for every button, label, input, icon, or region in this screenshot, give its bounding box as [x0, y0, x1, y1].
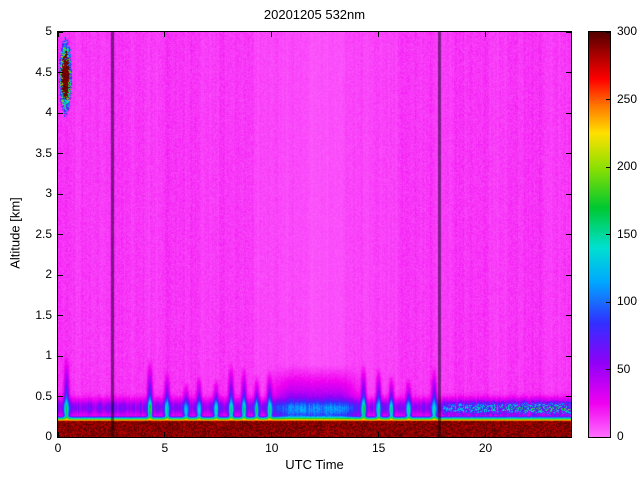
colorbar-tick-label: 50	[617, 361, 631, 376]
y-tick-mark	[566, 436, 571, 438]
colorbar-tick-label: 0	[617, 429, 624, 443]
colorbar-tick-mark	[606, 31, 610, 33]
colorbar-tick-mark	[606, 369, 610, 370]
y-tick-mark	[58, 396, 63, 397]
y-tick-mark	[566, 396, 571, 397]
x-tick-mark	[485, 32, 486, 37]
heatmap-canvas	[58, 32, 571, 437]
colorbar-tick-mark	[606, 301, 610, 303]
y-tick-mark	[58, 234, 63, 235]
y-tick-mark	[58, 153, 63, 154]
y-tick-mark	[566, 234, 571, 235]
y-tick-label: 0.5	[35, 388, 52, 403]
colorbar-tick-label: 250	[617, 91, 638, 106]
y-tick-mark	[58, 274, 63, 276]
x-tick-label: 15	[371, 441, 386, 455]
x-tick-mark	[378, 32, 380, 37]
colorbar-tick-label: 200	[617, 159, 638, 173]
colorbar-gradient	[589, 32, 610, 437]
y-tick-mark	[566, 31, 571, 33]
y-tick-label: 3	[45, 186, 52, 200]
x-tick-mark	[164, 432, 166, 437]
colorbar-tick-label: 150	[617, 226, 638, 241]
x-tick-mark	[378, 432, 380, 437]
y-tick-label: 3.5	[35, 145, 52, 160]
y-tick-mark	[58, 72, 63, 73]
y-tick-label: 1.5	[35, 307, 52, 322]
y-tick-mark	[566, 274, 571, 276]
y-tick-mark	[566, 193, 571, 195]
y-tick-mark	[58, 436, 63, 438]
colorbar-tick-mark	[606, 166, 610, 168]
y-tick-label: 1	[45, 348, 52, 362]
y-tick-label: 5	[45, 24, 52, 38]
y-tick-mark	[58, 112, 63, 114]
y-tick-mark	[58, 315, 63, 316]
y-tick-label: 2	[45, 267, 52, 281]
y-tick-mark	[58, 193, 63, 195]
x-tick-mark	[57, 432, 59, 437]
y-tick-label: 2.5	[35, 226, 52, 241]
y-tick-mark	[566, 315, 571, 316]
y-tick-mark	[58, 355, 63, 357]
y-tick-mark	[566, 72, 571, 73]
x-tick-mark	[57, 32, 59, 37]
colorbar	[588, 31, 611, 438]
y-tick-label: 4	[45, 105, 52, 119]
x-axis-label: UTC Time	[285, 457, 344, 472]
x-tick-label: 0	[54, 441, 62, 455]
colorbar-tick-mark	[606, 234, 610, 235]
colorbar-tick-label: 300	[617, 24, 638, 38]
x-tick-mark	[164, 32, 166, 37]
y-tick-label: 0	[45, 429, 52, 443]
x-tick-label: 5	[161, 441, 169, 455]
colorbar-tick-mark	[606, 436, 610, 438]
y-tick-mark	[566, 153, 571, 154]
y-tick-mark	[58, 31, 63, 33]
x-tick-mark	[271, 32, 273, 37]
y-tick-label: 4.5	[35, 64, 52, 79]
chart-title: 20201205 532nm	[263, 7, 366, 22]
y-tick-mark	[566, 112, 571, 114]
y-tick-mark	[566, 355, 571, 357]
x-tick-mark	[485, 432, 486, 437]
x-tick-mark	[271, 432, 273, 437]
x-tick-label: 10	[265, 441, 279, 455]
colorbar-tick-mark	[606, 99, 610, 100]
colorbar-tick-label: 100	[617, 294, 638, 308]
x-tick-label: 20	[478, 441, 493, 455]
plot-area	[57, 31, 572, 438]
